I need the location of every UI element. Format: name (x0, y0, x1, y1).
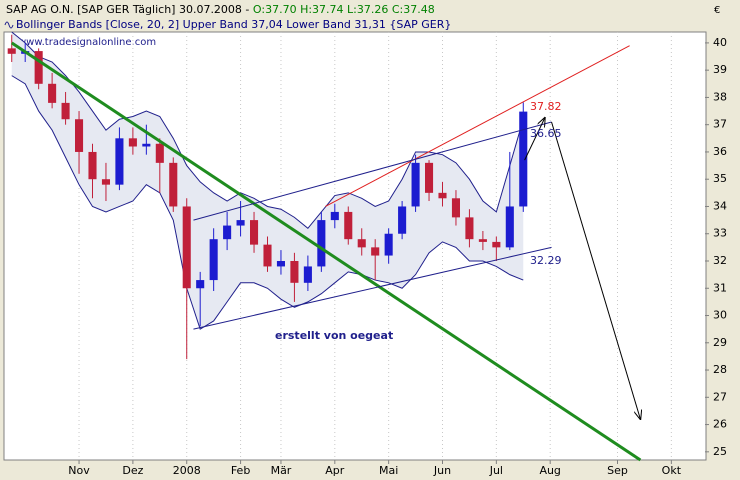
x-tick-label: 2008 (173, 464, 201, 477)
candle-body (344, 211, 353, 240)
y-tick-label: 27 (713, 390, 727, 403)
x-tick-label: Feb (231, 464, 250, 477)
candle-body (384, 233, 393, 256)
y-tick-label: 39 (713, 63, 727, 76)
header-part: SAP AG O.N. [SAP GER Täglich] 30.07.2008… (6, 3, 253, 16)
candle-body (48, 83, 57, 103)
candle-body (505, 206, 514, 248)
band-fill (11, 32, 524, 330)
candle-body (61, 102, 70, 120)
x-tick-label: Dez (122, 464, 143, 477)
y-tick-label: 36 (713, 145, 727, 158)
annotation: erstellt von oegeat (275, 329, 393, 342)
price-label: 32.29 (530, 254, 562, 267)
x-tick-label: Okt (662, 464, 682, 477)
indicator-legend: Bollinger Bands [Close, 20, 2] Upper Ban… (16, 18, 451, 31)
candle-body (155, 143, 164, 163)
candle-body (75, 119, 84, 152)
x-tick-label: Sep (607, 464, 628, 477)
candle-body (330, 211, 339, 221)
header: SAP AG O.N. [SAP GER Täglich] 30.07.2008… (6, 3, 435, 16)
y-tick-label: 25 (713, 445, 727, 458)
x-tick-label: Aug (539, 464, 560, 477)
y-tick-label: 34 (713, 199, 727, 212)
candle-body (142, 143, 151, 147)
candle-body (451, 198, 460, 218)
candle-body (196, 280, 205, 289)
candle-body (250, 220, 259, 245)
y-tick-label: 30 (713, 309, 727, 322)
trend-line (193, 246, 552, 330)
candle-body (371, 247, 380, 256)
candle-body (169, 162, 178, 207)
trend-line (10, 41, 642, 462)
candle-body (276, 260, 285, 267)
candle-body (263, 244, 272, 267)
y-tick-label: 37 (713, 118, 727, 131)
candle-body (34, 51, 43, 84)
candle-body (7, 48, 16, 54)
lower-band (11, 75, 524, 330)
x-tick-label: Mai (379, 464, 398, 477)
x-tick-label: Jun (433, 464, 451, 477)
candle-body (465, 217, 474, 240)
upper-band (11, 31, 524, 229)
y-tick-label: 38 (713, 90, 727, 103)
y-tick-label: 28 (713, 363, 727, 376)
candle-body (303, 266, 312, 283)
candle-body (88, 151, 97, 180)
candle-body (478, 239, 487, 242)
candle-body (398, 206, 407, 234)
x-tick-label: Mär (271, 464, 292, 477)
candle-body (290, 260, 299, 283)
y-tick-label: 31 (713, 281, 727, 294)
x-tick-label: Nov (68, 464, 90, 477)
candle-body (425, 162, 434, 193)
indicator-icon (4, 21, 14, 29)
y-tick-label: 26 (713, 418, 727, 431)
candle-body (492, 241, 501, 248)
y-tick-label: 35 (713, 172, 727, 185)
candle-body (223, 225, 232, 240)
candle-body (236, 220, 245, 226)
candle-body (209, 239, 218, 281)
y-tick-label: 29 (713, 336, 727, 349)
x-tick-label: Jul (489, 464, 503, 477)
header-part: Bollinger Bands [Close, 20, 2] Upper Ban… (16, 18, 451, 31)
candle-body (182, 206, 191, 289)
y-tick-label: 33 (713, 227, 727, 240)
candle-body (411, 162, 420, 207)
header-part: O:37.70 H:37.74 L:37.26 C:37.48 (253, 3, 435, 16)
candle-body (128, 138, 137, 147)
price-label: 36.65 (530, 127, 562, 140)
candle-body (438, 192, 447, 199)
price-label: 37.82 (530, 100, 562, 113)
currency: € (714, 5, 720, 16)
arrow (524, 118, 545, 161)
watermark: www.tradesignalonline.com (18, 37, 156, 48)
candle-body (519, 111, 528, 207)
candle-body (101, 179, 110, 185)
x-tick-label: Apr (325, 464, 345, 477)
candle-body (115, 138, 124, 185)
y-tick-label: 32 (713, 254, 727, 267)
trend-line (193, 121, 552, 221)
y-tick-label: 40 (713, 36, 727, 49)
trend-line (325, 45, 630, 207)
candle-body (317, 220, 326, 267)
candle-body (357, 239, 366, 248)
arrow (551, 121, 641, 419)
